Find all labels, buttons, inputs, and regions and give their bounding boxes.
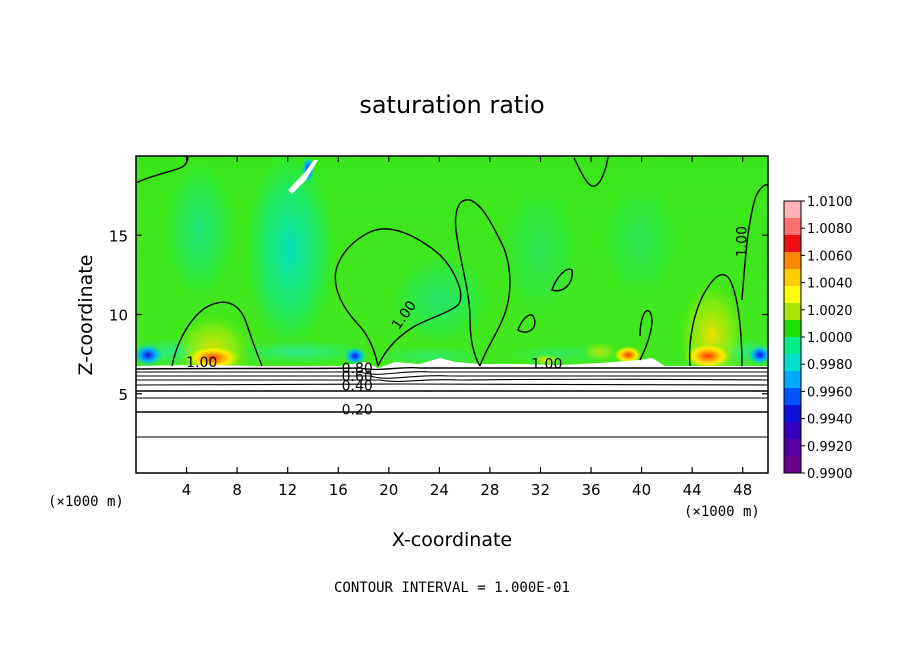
contour-label: 1.00 (186, 355, 217, 371)
colorbar-label: 0.9920 (807, 440, 853, 455)
x-tick-label: 16 (329, 481, 348, 499)
colorbar-swatch (784, 354, 801, 372)
contour-line (688, 273, 743, 367)
contour-line (741, 184, 768, 301)
colorbar-swatch (784, 422, 801, 440)
contour-line (639, 309, 653, 361)
field-blob (370, 346, 490, 366)
contour-line (517, 314, 536, 333)
x-tick-label: 4 (182, 481, 192, 499)
x-tick-label: 32 (531, 481, 550, 499)
colorbar-swatch (784, 405, 801, 423)
contour-label: 1.00 (531, 356, 562, 372)
colorbar-label: 1.0100 (807, 195, 853, 210)
x-tick-label: 12 (278, 481, 297, 499)
contour-label: 1.00 (735, 226, 751, 257)
colorbar-label: 0.9900 (807, 467, 853, 482)
x-tick-label: 28 (480, 481, 499, 499)
contours-1-00 (136, 156, 768, 367)
contour-line (136, 383, 768, 386)
x-tick-label: 36 (581, 481, 600, 499)
colorbar-swatch (784, 371, 801, 389)
x-unit-left: (×1000 m) (48, 494, 124, 510)
colorbar-swatch (784, 303, 801, 321)
x-tick-label: 40 (632, 481, 651, 499)
field-blob (230, 340, 370, 364)
field-blob (748, 345, 768, 365)
colorbar-swatch (784, 218, 801, 236)
field-blob (136, 344, 163, 366)
colorbar-label: 1.0000 (807, 331, 853, 346)
x-tick-label: 20 (379, 481, 398, 499)
subsaturated-patch (288, 160, 318, 194)
colorbar-swatch (784, 320, 801, 338)
y-tick-label: 5 (118, 386, 128, 404)
y-tick-label: 15 (109, 227, 128, 245)
colorbar-swatch (784, 252, 801, 270)
x-unit-right: (×1000 m) (684, 504, 760, 520)
x-tick-label: 44 (683, 481, 702, 499)
colorbar-label: 1.0080 (807, 222, 853, 237)
field-blob (245, 156, 335, 350)
field-blob (684, 343, 732, 369)
colorbar-swatch (784, 235, 801, 253)
x-tick-label: 48 (733, 481, 752, 499)
field-blob (532, 354, 560, 366)
colorbar-swatch (784, 439, 801, 457)
x-axis-ticks: 4 8 12 16 20 24 28 32 36 40 44 48 (182, 156, 752, 499)
contour-label: 0.20 (342, 402, 373, 418)
colorbar-label: 0.9940 (807, 413, 853, 428)
plot-area: 1.001.001.001.000.800.600.400.20 (136, 156, 768, 473)
contour-line (136, 371, 768, 375)
contour-line (551, 268, 573, 292)
contour-line (334, 228, 462, 367)
colorbar-swatch (784, 456, 801, 474)
field-blob (500, 180, 580, 320)
x-tick-label: 24 (430, 481, 449, 499)
contours-subsaturated (136, 366, 768, 438)
colorbar-label: 0.9960 (807, 385, 853, 400)
contour-line (136, 156, 189, 184)
y-tick-label: 10 (109, 307, 128, 325)
field-blob (344, 347, 366, 365)
colorbar: 1.0100 1.0080 1.0060 1.0040 1.0020 1.0000 0.99… (783, 195, 853, 482)
contour-label: 0.60 (342, 369, 373, 385)
field-blob (582, 342, 618, 362)
colorbar-label: 1.0040 (807, 277, 853, 292)
colorbar-label: 0.9980 (807, 358, 853, 373)
colorbar-swatch (784, 388, 801, 406)
contour-line (454, 199, 511, 367)
colorbar-swatch (784, 337, 801, 355)
chart-title: saturation ratio (359, 91, 544, 119)
field-blob (614, 346, 642, 364)
colorbar-label: 1.0060 (807, 249, 853, 264)
subsaturated-region (136, 358, 768, 473)
contour-label: 0.80 (342, 361, 373, 377)
x-tick-label: 8 (232, 481, 242, 499)
contour-line (171, 301, 263, 367)
contour-line (136, 366, 768, 371)
y-axis-ticks: 5 10 15 (109, 227, 768, 404)
field-blob (600, 180, 680, 300)
colorbar-swatch (784, 269, 801, 287)
colorbar-label: 1.0020 (807, 304, 853, 319)
x-axis-label: X-coordinate (392, 529, 512, 551)
colorbar-swatch (784, 286, 801, 304)
y-axis-label: Z-coordinate (75, 255, 97, 376)
contour-label: 0.40 (342, 379, 373, 395)
colorbar-swatch (784, 201, 801, 219)
contour-line (573, 156, 609, 187)
contour-line (136, 378, 768, 382)
field-blob (185, 345, 241, 371)
field-blob (165, 160, 235, 300)
contour-interval-note: CONTOUR INTERVAL = 1.000E-01 (334, 580, 570, 596)
